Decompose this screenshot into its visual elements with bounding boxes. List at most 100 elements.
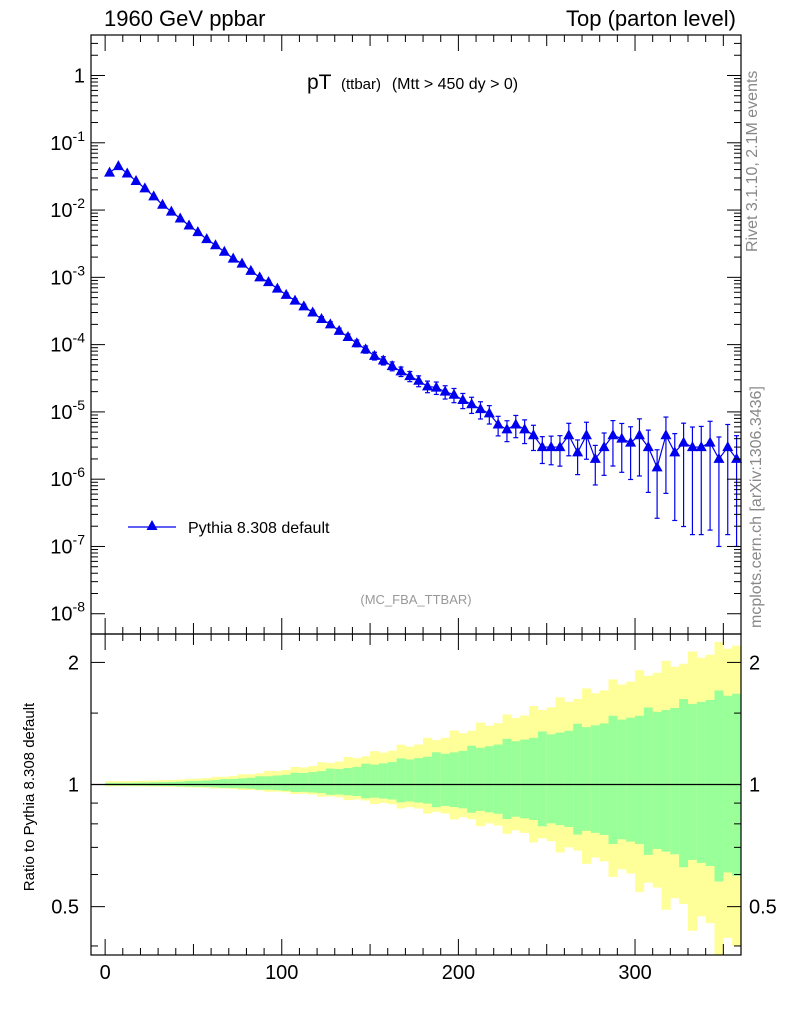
ratio-y-axis-label: Ratio to Pythia 8.308 default [21,702,38,891]
legend: Pythia 8.308 default [128,520,330,537]
data-point [183,219,195,230]
data-point [589,452,601,463]
ratio-inner-band [520,739,530,819]
data-point [227,252,239,263]
data-point [642,441,654,452]
ratio-inner-band [511,741,521,817]
data-point [201,233,213,244]
data-point [165,205,177,216]
data-point [316,313,328,324]
ratio-inner-band [317,771,327,794]
y-tick-label: 10-4 [50,330,85,357]
ratio-inner-band [219,779,230,788]
ratio-inner-band [281,774,291,791]
y-tick-label: 10-5 [50,397,85,424]
data-point [669,446,681,457]
data-point [448,388,460,399]
data-point [121,167,133,178]
ratio-inner-band [396,758,406,803]
data-point [466,398,478,409]
data-point [580,429,592,440]
data-point [474,403,486,414]
data-point [501,423,513,434]
ratio-inner-band [599,723,609,835]
data-point [139,182,151,193]
data-point [174,212,186,223]
y-tick-label: 10-2 [50,195,85,222]
y-tick-label: 10-7 [50,531,85,558]
legend-marker [146,520,158,530]
data-point [298,300,310,311]
ratio-inner-band [555,732,565,826]
data-point [421,380,433,391]
data-point [263,276,275,287]
data-point [430,381,442,392]
data-point [112,160,124,171]
ratio-inner-band [661,709,671,852]
ratio-inner-band [696,701,706,863]
data-point [536,441,548,452]
data-point [483,407,495,418]
data-point [324,318,336,329]
data-point [563,429,575,440]
ratio-inner-band [467,745,477,813]
data-point [439,385,451,396]
ratio-inner-band [237,778,247,789]
ratio-inner-band [590,725,600,833]
ratio-inner-band [679,699,689,868]
ratio-inner-band [608,715,618,845]
ratio-y-tick-label-right: 2 [749,652,760,674]
ratio-inner-band [255,776,265,790]
y-tick-label: 10-8 [50,599,85,626]
main-panel [104,160,743,548]
data-point [271,282,283,293]
data-point [404,370,416,381]
plot-title: pT (ttbar) (Mtt > 450 dy > 0) [307,71,518,94]
data-point [413,374,425,385]
data-point [395,365,407,376]
ratio-inner-band [211,779,221,788]
data-point [695,441,707,452]
ratio-inner-band [343,767,353,796]
x-tick-label: 0 [100,962,111,984]
ratio-inner-band [184,781,194,787]
ratio-inner-band [378,763,389,799]
ratio-inner-band [626,717,636,842]
ratio-inner-band [387,762,397,800]
y-tick-label: 1 [74,66,85,88]
ratio-inner-band [643,707,653,855]
data-point [157,198,169,209]
ratio-inner-band [582,727,592,831]
data-point [192,226,204,237]
ratio-inner-band [414,758,424,803]
ratio-inner-band [440,753,450,806]
ratio-inner-band [325,768,336,795]
ratio-inner-band [449,752,459,808]
data-point [368,349,380,360]
ratio-inner-band [264,776,274,790]
data-point [245,264,257,275]
y-tick-label: 10-3 [50,262,85,289]
ratio-inner-band [529,737,539,820]
data-point [704,436,716,447]
data-point [722,441,734,452]
legend-label: Pythia 8.308 default [188,520,330,537]
ratio-inner-band [617,719,627,840]
data-point [360,343,372,354]
header-energy: 1960 GeV ppbar [104,6,266,31]
ratio-inner-band [705,699,715,866]
data-point [218,245,230,256]
data-point [386,360,398,371]
ratio-inner-band [202,780,212,788]
data-point [572,446,584,457]
series-line [109,165,738,470]
ratio-inner-band [476,747,486,811]
ratio-inner-band [361,763,371,799]
ratio-y-tick-label: 2 [68,652,79,674]
ratio-inner-band [431,752,442,808]
data-point [554,441,566,452]
ratio-y-tick-label-right: 0.5 [749,897,777,919]
data-point [236,257,248,268]
ratio-inner-band [308,772,318,793]
